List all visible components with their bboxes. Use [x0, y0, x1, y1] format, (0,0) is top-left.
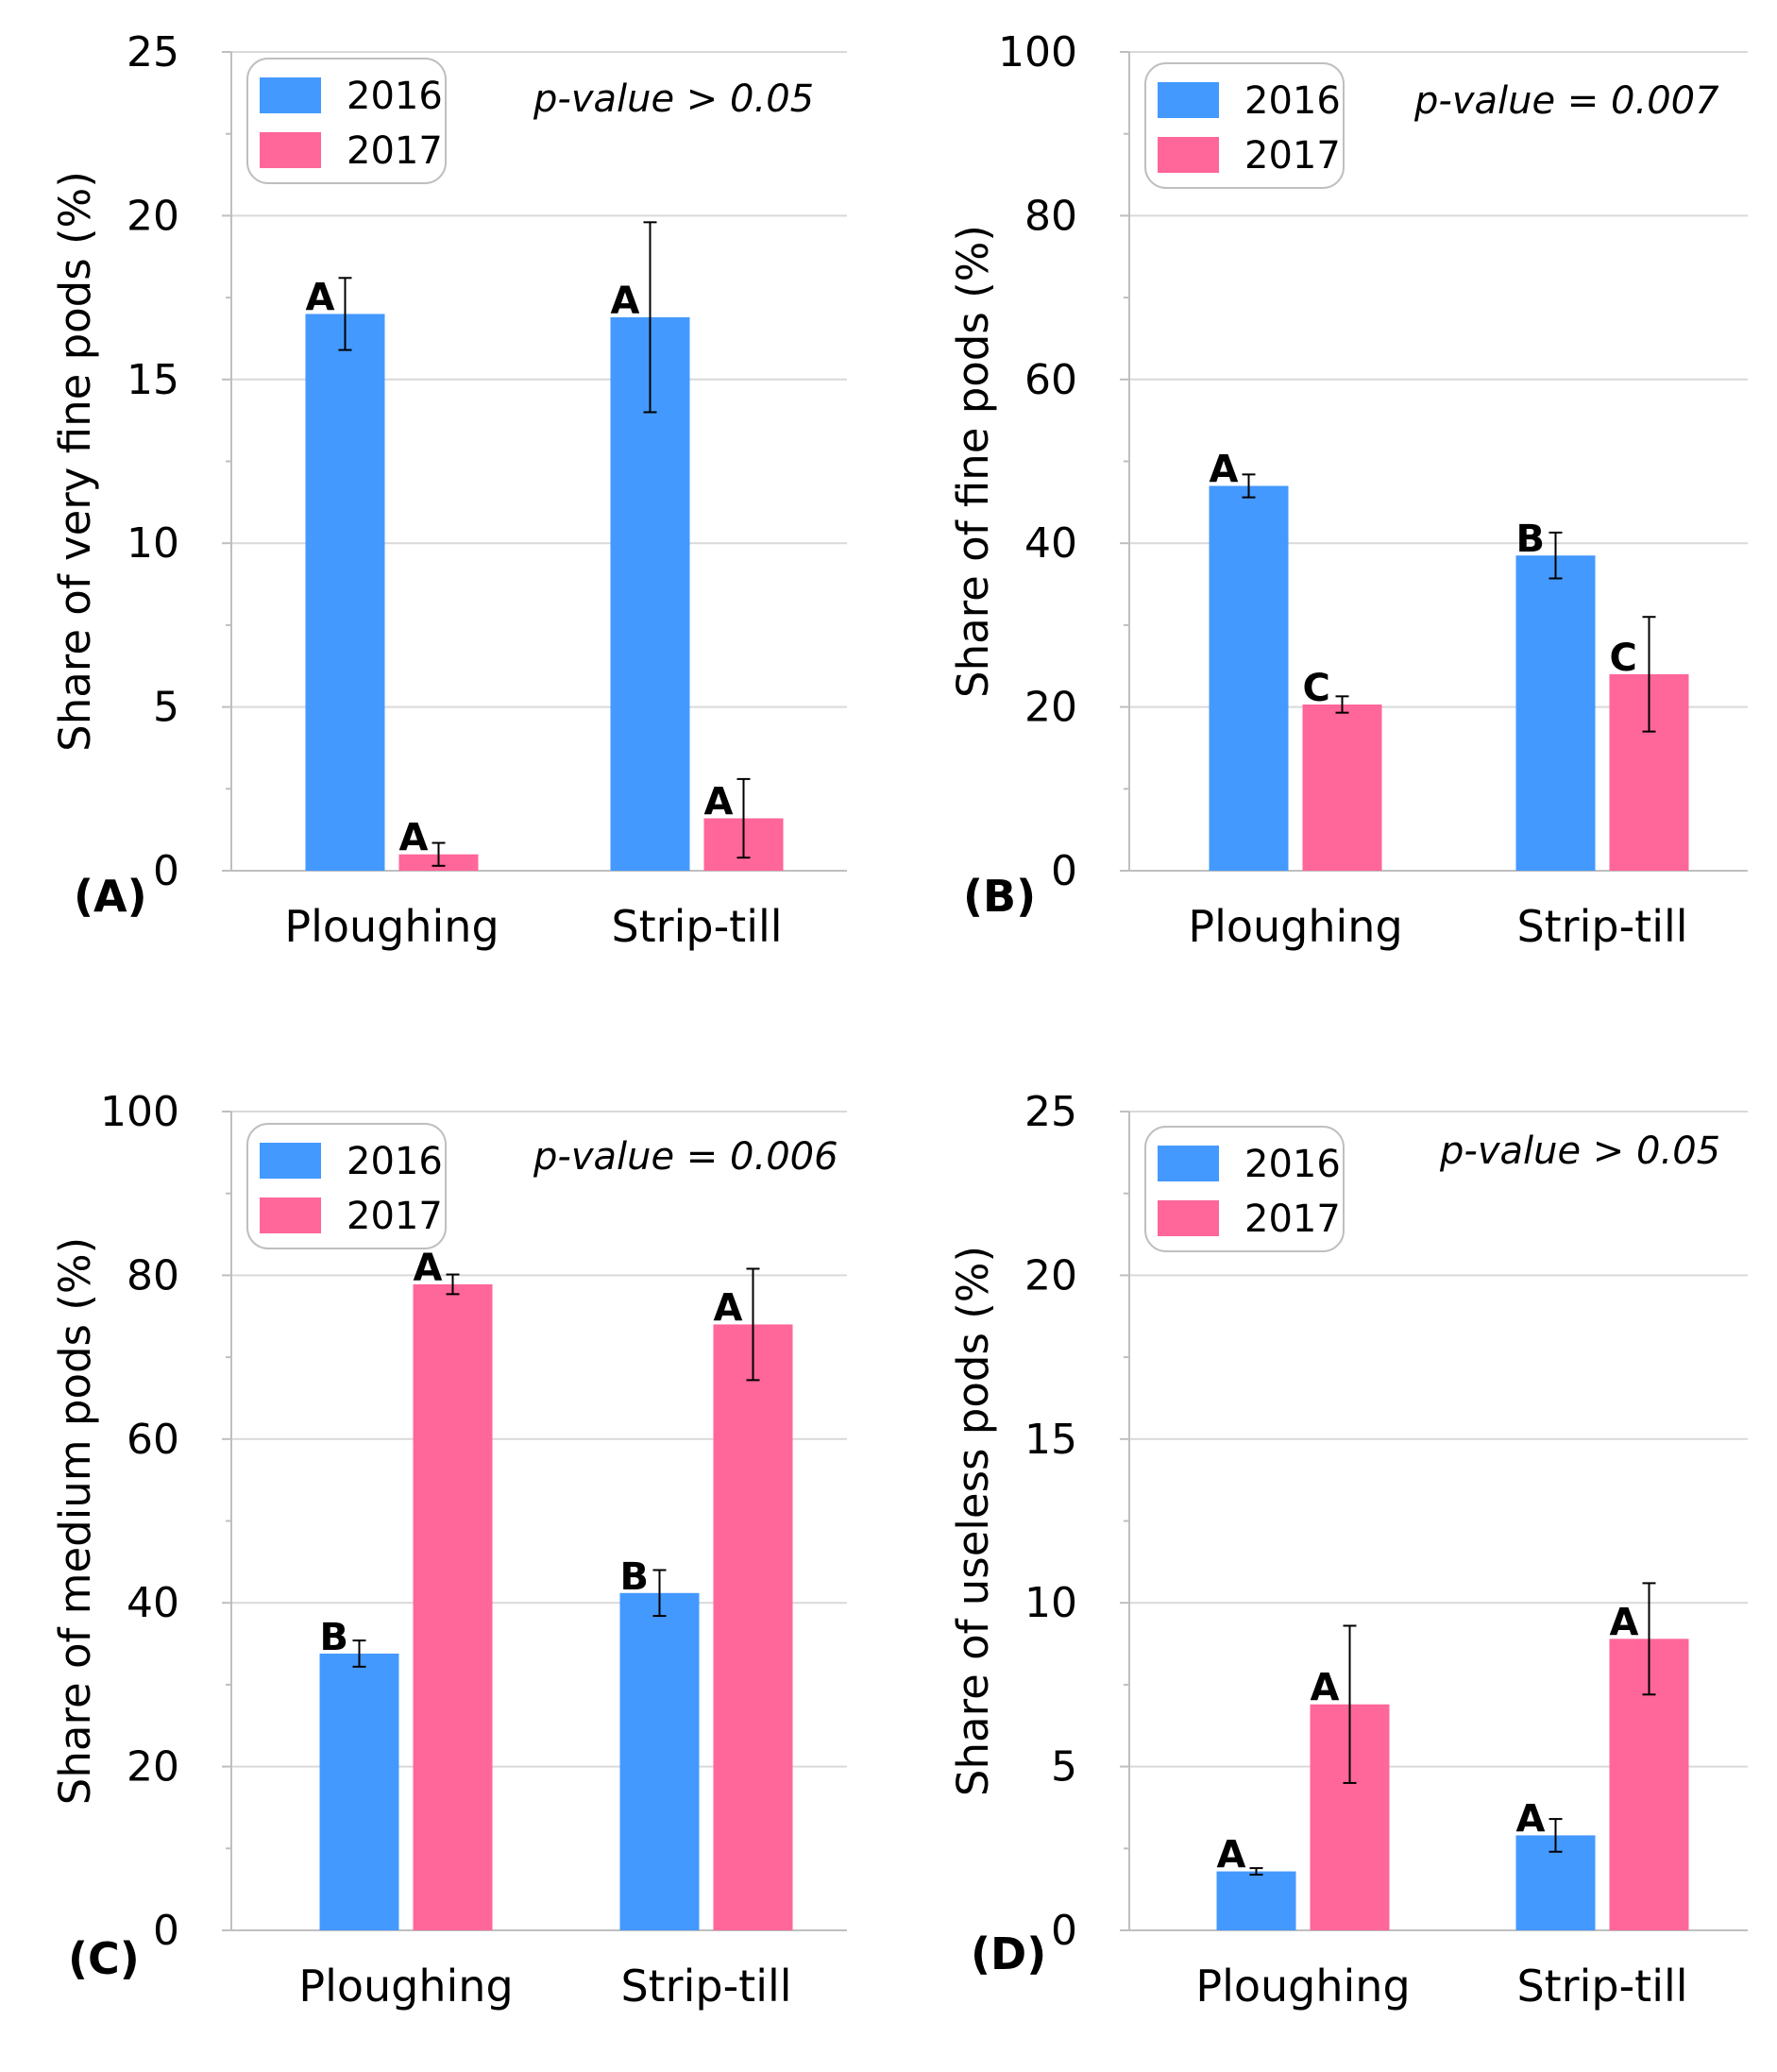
significance-letter: A [714, 1286, 743, 1330]
panel-label: (C) [68, 1933, 140, 1984]
legend: 2016 2017 [246, 1123, 447, 1249]
p-value-annotation: p-value = 0.006 [533, 1135, 838, 1179]
legend-swatch-2016 [260, 1143, 321, 1179]
y-axis-title: Share of useless pods (%) [948, 1246, 998, 1796]
y-tick-label: 5 [1051, 1743, 1077, 1792]
significance-letter: A [399, 817, 429, 860]
x-tick-label: Strip-till [611, 901, 782, 952]
y-tick-label: 0 [1051, 1907, 1077, 1955]
legend-label: 2017 [1244, 1197, 1341, 1241]
legend-label: 2017 [347, 129, 443, 173]
bar-2017-strip-till [713, 1324, 793, 1930]
significance-letter: B [620, 1555, 650, 1599]
y-tick-label: 80 [127, 1251, 179, 1299]
legend-label: 2016 [347, 75, 443, 118]
legend-swatch-2017 [260, 1197, 321, 1233]
x-tick-label: Strip-till [1516, 901, 1687, 952]
legend-label: 2017 [347, 1195, 443, 1238]
panel-label: (A) [74, 871, 147, 922]
y-tick-label: 60 [127, 1416, 179, 1464]
significance-letter: A [1610, 1601, 1639, 1644]
y-tick-label: 40 [1024, 519, 1077, 568]
bar-2016-ploughing [1209, 485, 1289, 871]
legend-swatch-2017 [260, 132, 321, 168]
x-tick-label: Strip-till [620, 1961, 791, 2012]
x-tick-label: Ploughing [1188, 901, 1402, 952]
y-tick-label: 25 [1024, 1088, 1077, 1136]
x-tick-label: Ploughing [298, 1961, 513, 2012]
significance-letter: B [320, 1616, 349, 1659]
y-tick-label: 15 [127, 356, 179, 404]
y-tick-label: 20 [1024, 1251, 1077, 1299]
y-tick-label: 100 [998, 28, 1077, 76]
legend: 2016 2017 [1144, 1126, 1345, 1252]
chart-panel-3: 0 20 40 60 80 100 Share of medium pods (%) B A Pl… [50, 1088, 847, 2012]
y-tick-label: 0 [153, 1907, 179, 1955]
significance-letter: A [306, 276, 335, 319]
y-tick-label: 10 [1024, 1579, 1077, 1627]
bar-2016-ploughing [305, 314, 385, 871]
significance-letter: A [611, 280, 640, 323]
y-tick-label: 40 [127, 1579, 179, 1627]
y-tick-label: 20 [127, 1743, 179, 1792]
y-tick-label: 15 [1024, 1416, 1077, 1464]
y-tick-label: 5 [153, 684, 179, 732]
bar-2016-ploughing [1216, 1871, 1296, 1930]
legend-label: 2017 [1244, 134, 1341, 178]
y-tick-label: 100 [100, 1088, 179, 1136]
panel-label: (D) [971, 1928, 1046, 1979]
legend: 2016 2017 [1144, 62, 1345, 189]
y-tick-label: 20 [127, 192, 179, 240]
legend-swatch-2016 [1158, 1146, 1219, 1181]
legend-label: 2016 [1244, 79, 1341, 123]
legend-swatch-2017 [1158, 1200, 1219, 1236]
bar-2016-strip-till [619, 1592, 700, 1930]
x-tick-label: Ploughing [1195, 1961, 1410, 2012]
bar-2017-ploughing [1302, 704, 1382, 871]
significance-letter: A [414, 1247, 443, 1290]
y-tick-label: 80 [1024, 192, 1077, 240]
legend-swatch-2016 [1158, 82, 1219, 118]
chart-panel-4: 0 5 10 15 20 25 Share of useless pods (%) A A Plo… [948, 1088, 1748, 2012]
y-tick-label: 60 [1024, 356, 1077, 404]
significance-letter: A [704, 781, 734, 824]
bar-2016-ploughing [319, 1653, 399, 1930]
significance-letter: A [1210, 449, 1239, 492]
legend-swatch-2016 [260, 77, 321, 113]
significance-letter: B [1516, 518, 1546, 561]
y-tick-label: 25 [127, 28, 179, 76]
y-tick-label: 0 [1051, 847, 1077, 895]
x-tick-label: Strip-till [1516, 1961, 1687, 2012]
significance-letter: C [1610, 637, 1637, 680]
chart-panel-2: 0 20 40 60 80 100 Share of fine pods (%) A C Plou… [948, 28, 1748, 952]
p-value-annotation: p-value = 0.007 [1413, 79, 1719, 123]
y-axis-title: Share of fine pods (%) [948, 225, 998, 698]
y-tick-label: 20 [1024, 684, 1077, 732]
legend-swatch-2017 [1158, 137, 1219, 173]
significance-letter: A [1516, 1797, 1546, 1841]
bar-2016-strip-till [1515, 555, 1596, 871]
y-axis-title: Share of very fine pods (%) [50, 171, 100, 752]
x-tick-label: Ploughing [284, 901, 499, 952]
p-value-annotation: p-value > 0.05 [533, 77, 814, 121]
y-tick-label: 0 [153, 847, 179, 895]
bar-2017-ploughing [413, 1283, 493, 1930]
significance-letter: A [1311, 1667, 1340, 1710]
significance-letter: C [1303, 667, 1330, 710]
legend-label: 2016 [1244, 1143, 1341, 1186]
y-tick-label: 10 [127, 519, 179, 568]
legend: 2016 2017 [246, 58, 447, 184]
legend-label: 2016 [347, 1140, 443, 1183]
panel-label: (B) [963, 871, 1036, 922]
y-axis-title: Share of medium pods (%) [50, 1237, 100, 1805]
p-value-annotation: p-value > 0.05 [1439, 1129, 1720, 1173]
significance-letter: A [1217, 1834, 1246, 1877]
